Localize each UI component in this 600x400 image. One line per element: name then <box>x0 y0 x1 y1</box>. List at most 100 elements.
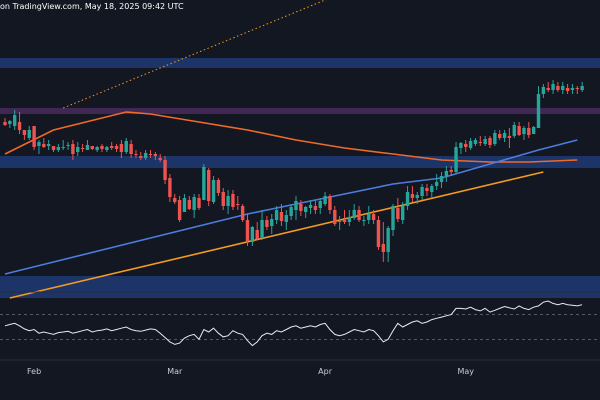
candle-body-21 <box>105 147 109 150</box>
candle-body-61 <box>299 204 303 211</box>
candle-body-20 <box>100 146 104 149</box>
candle-body-39 <box>192 197 196 210</box>
support-zone-2 <box>0 156 600 168</box>
candle-body-60 <box>294 201 298 210</box>
candle-body-50 <box>245 220 250 241</box>
resistance-zone-1 <box>0 108 600 114</box>
candle-body-51 <box>250 227 255 242</box>
resistance-zone-0 <box>0 58 600 68</box>
candle-body-80 <box>391 206 395 230</box>
candle-body-87 <box>425 188 429 191</box>
candle-body-33 <box>163 160 167 180</box>
candle-body-101 <box>493 133 497 144</box>
candle-body-116 <box>565 88 570 91</box>
candle-body-97 <box>473 140 478 144</box>
candle-body-8 <box>42 144 46 147</box>
candle-body-91 <box>444 171 449 176</box>
candle-body-4 <box>22 130 27 135</box>
candle-body-77 <box>376 220 381 247</box>
candle-body-38 <box>187 200 191 209</box>
candle-body-25 <box>124 141 128 152</box>
long-moving-average-line <box>4 111 578 163</box>
candle-body-24 <box>119 144 124 152</box>
candle-body-59 <box>289 207 293 216</box>
candle-body-44 <box>216 180 221 193</box>
candle-body-98 <box>478 142 482 143</box>
candle-body-117 <box>570 88 575 90</box>
candle-body-15 <box>76 147 80 152</box>
candle-body-89 <box>434 182 439 186</box>
candle-body-64 <box>313 206 318 210</box>
candle-body-56 <box>274 210 279 220</box>
candle-body-66 <box>323 196 327 204</box>
candle-body-112 <box>546 88 550 90</box>
candle-body-52 <box>255 230 259 239</box>
candle-body-88 <box>430 186 434 192</box>
candle-body-94 <box>459 143 463 148</box>
candle-body-12 <box>61 147 65 148</box>
candle-body-96 <box>468 141 473 148</box>
candle-body-102 <box>498 134 502 138</box>
candle-body-18 <box>90 146 94 149</box>
candle-body-75 <box>367 214 371 220</box>
candle-body-95 <box>464 144 468 147</box>
candle-body-118 <box>575 88 579 89</box>
candle-body-86 <box>420 187 424 196</box>
candle-body-6 <box>32 126 36 147</box>
candle-body-32 <box>158 158 162 160</box>
rsi-line <box>4 300 583 347</box>
candle-body-35 <box>173 198 177 202</box>
candle-body-90 <box>439 176 444 182</box>
candle-body-1 <box>8 121 12 124</box>
candle-body-22 <box>110 146 114 148</box>
x-tick-label-mar: Mar <box>167 367 183 376</box>
candle-body-83 <box>405 192 410 206</box>
candle-body-103 <box>502 133 507 138</box>
x-tick-label-apr: Apr <box>318 367 333 376</box>
candle-body-36 <box>177 200 182 220</box>
candle-body-48 <box>236 204 240 205</box>
candle-body-72 <box>352 210 356 218</box>
candle-body-100 <box>488 138 492 145</box>
candle-body-105 <box>512 125 516 136</box>
candle-body-73 <box>357 210 361 220</box>
candle-body-57 <box>279 212 284 221</box>
candle-body-111 <box>541 87 546 94</box>
candle-body-45 <box>221 192 225 206</box>
candle-body-41 <box>202 167 206 200</box>
candle-body-93 <box>454 147 458 172</box>
candle-body-81 <box>396 208 400 219</box>
candle-body-68 <box>333 210 337 224</box>
candle-body-37 <box>182 198 187 212</box>
candle-body-0 <box>3 122 7 125</box>
candle-body-69 <box>337 221 342 222</box>
x-tick-label-may: May <box>457 367 474 376</box>
candle-body-63 <box>308 205 313 208</box>
candle-body-40 <box>197 198 201 208</box>
candle-body-109 <box>531 127 536 134</box>
candlestick-series <box>3 80 584 262</box>
candle-body-78 <box>381 244 385 252</box>
candle-body-104 <box>507 136 512 138</box>
candle-body-76 <box>371 214 376 220</box>
candle-body-3 <box>17 122 22 130</box>
candle-body-108 <box>527 128 531 135</box>
x-tick-label-feb: Feb <box>27 367 41 376</box>
candle-body-65 <box>318 201 322 208</box>
candle-body-28 <box>139 156 143 158</box>
candle-body-31 <box>153 154 158 156</box>
candle-body-114 <box>556 86 560 90</box>
candle-body-42 <box>207 170 211 201</box>
candle-body-84 <box>410 194 415 198</box>
candle-body-71 <box>347 217 352 222</box>
candle-body-49 <box>240 206 245 220</box>
candle-body-85 <box>415 195 419 198</box>
candle-body-19 <box>95 147 99 150</box>
candle-body-70 <box>342 220 347 222</box>
solid-trendline-0 <box>9 171 544 299</box>
candle-body-115 <box>561 86 565 90</box>
candle-body-82 <box>401 206 405 220</box>
time-axis: Feb Mar Apr May <box>27 367 474 376</box>
dotted-trendline-1 <box>63 0 327 109</box>
